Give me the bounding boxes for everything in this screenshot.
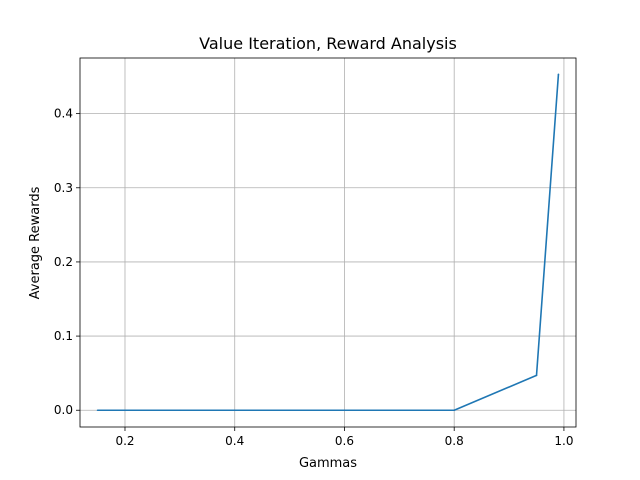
y-tick-label: 0.2 — [54, 255, 73, 269]
x-axis-label: Gammas — [299, 456, 357, 471]
series-group — [96, 73, 560, 412]
x-axis-ticks: 0.2 0.4 0.6 0.8 1.0 — [115, 427, 573, 448]
y-tick-label: 0.3 — [54, 181, 73, 195]
data-point — [96, 409, 99, 412]
y-tick-label: 0.4 — [54, 107, 73, 121]
data-point — [557, 73, 560, 76]
data-point — [288, 409, 291, 412]
chart-title: Value Iteration, Reward Analysis — [199, 34, 457, 53]
data-point — [179, 409, 181, 412]
y-tick-label: 0.0 — [54, 403, 73, 417]
x-tick-label: 0.8 — [445, 434, 464, 448]
y-axis-label: Average Rewards — [28, 186, 43, 299]
data-point — [535, 374, 538, 377]
x-tick-label: 1.0 — [554, 434, 573, 448]
y-tick-label: 0.1 — [54, 329, 73, 343]
data-point — [453, 409, 455, 412]
axes-frame — [79, 57, 577, 428]
y-axis-ticks: 0.0 0.1 0.2 0.3 0.4 — [54, 107, 80, 417]
data-point — [398, 409, 401, 412]
x-tick-label: 0.4 — [225, 434, 244, 448]
x-tick-label: 0.2 — [115, 434, 134, 448]
x-tick-label: 0.6 — [335, 434, 354, 448]
